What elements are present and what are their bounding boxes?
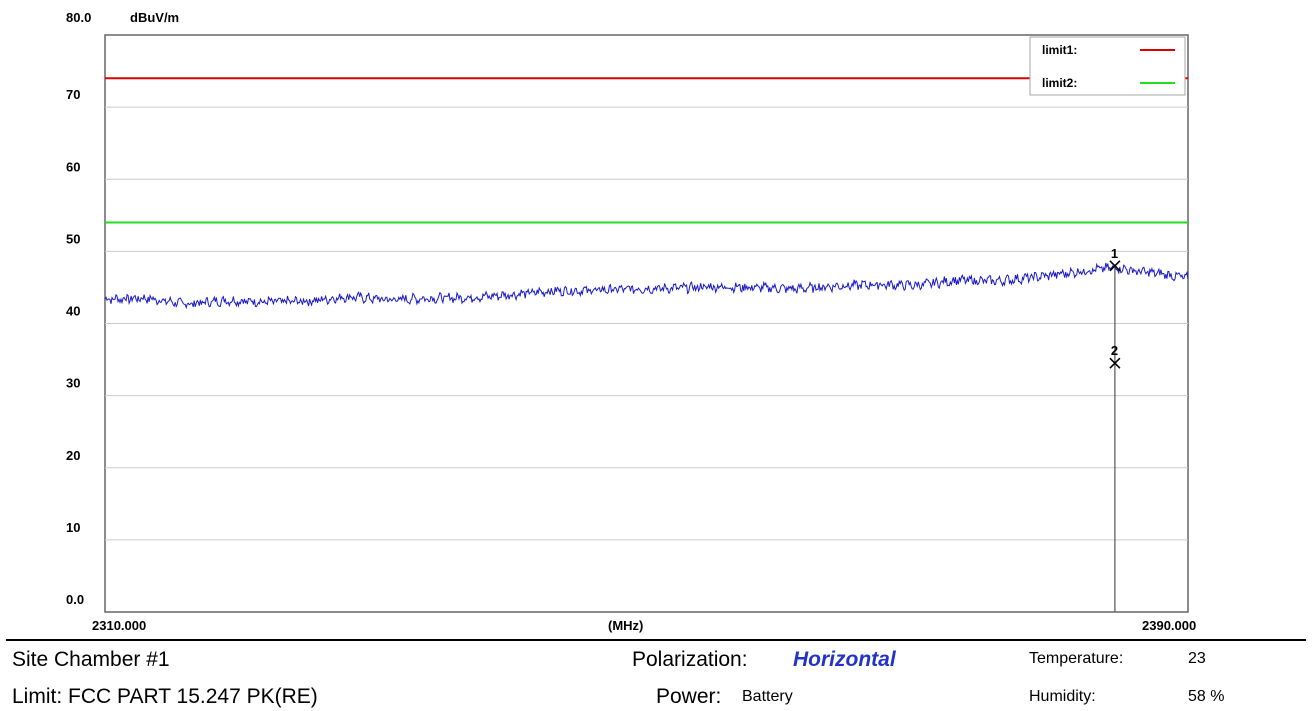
y-tick-label-1: 10 [66,520,80,535]
power-value: Battery [742,688,793,705]
y-tick-label-2: 20 [66,448,80,463]
polarization-label: Polarization: [632,648,748,671]
site-text: Site Chamber #1 [12,648,170,671]
humidity-label: Humidity: [1029,688,1096,705]
unit-label: dBuV/m [130,10,179,25]
grid-lines [105,106,1188,541]
legend-box [1029,36,1186,96]
y-tick-label-0: 0.0 [66,592,84,607]
markers: 12 [1109,246,1121,612]
y-tick-labels: 0.0 10 20 30 40 50 60 70 [66,87,84,607]
y-tick-label-3: 30 [66,376,80,391]
limit-text: Limit: FCC PART 15.247 PK(RE) [12,685,318,708]
y-tick-label-4: 40 [66,304,80,319]
polarization-value: Horizontal [793,648,896,671]
marker-1-cross [1109,260,1121,272]
temperature-label: Temperature: [1029,650,1124,667]
top-label: 80.0 [66,10,91,25]
limit-lines [105,77,1188,224]
marker-2-label: 2 [1111,343,1118,358]
y-tick-label-5: 50 [66,231,80,246]
legend: limit1: limit2: [1029,36,1186,96]
marker-2-cross [1109,357,1121,369]
temperature-value: 23 [1188,650,1206,667]
x-axis-label: (MHz) [608,618,643,633]
x-start-label: 2310.000 [92,618,146,633]
footer-divider [6,639,1306,641]
y-tick-label-6: 60 [66,159,80,174]
legend-limit2-label: limit2: [1042,76,1077,90]
power-label: Power: [656,685,722,708]
humidity-value: 58 % [1188,688,1225,705]
legend-limit1-label: limit1: [1042,43,1077,57]
measurement-trace [104,262,1189,310]
marker-1-label: 1 [1111,246,1118,261]
series-layer [104,262,1189,310]
x-end-label: 2390.000 [1142,618,1196,633]
y-tick-label-7: 70 [66,87,80,102]
